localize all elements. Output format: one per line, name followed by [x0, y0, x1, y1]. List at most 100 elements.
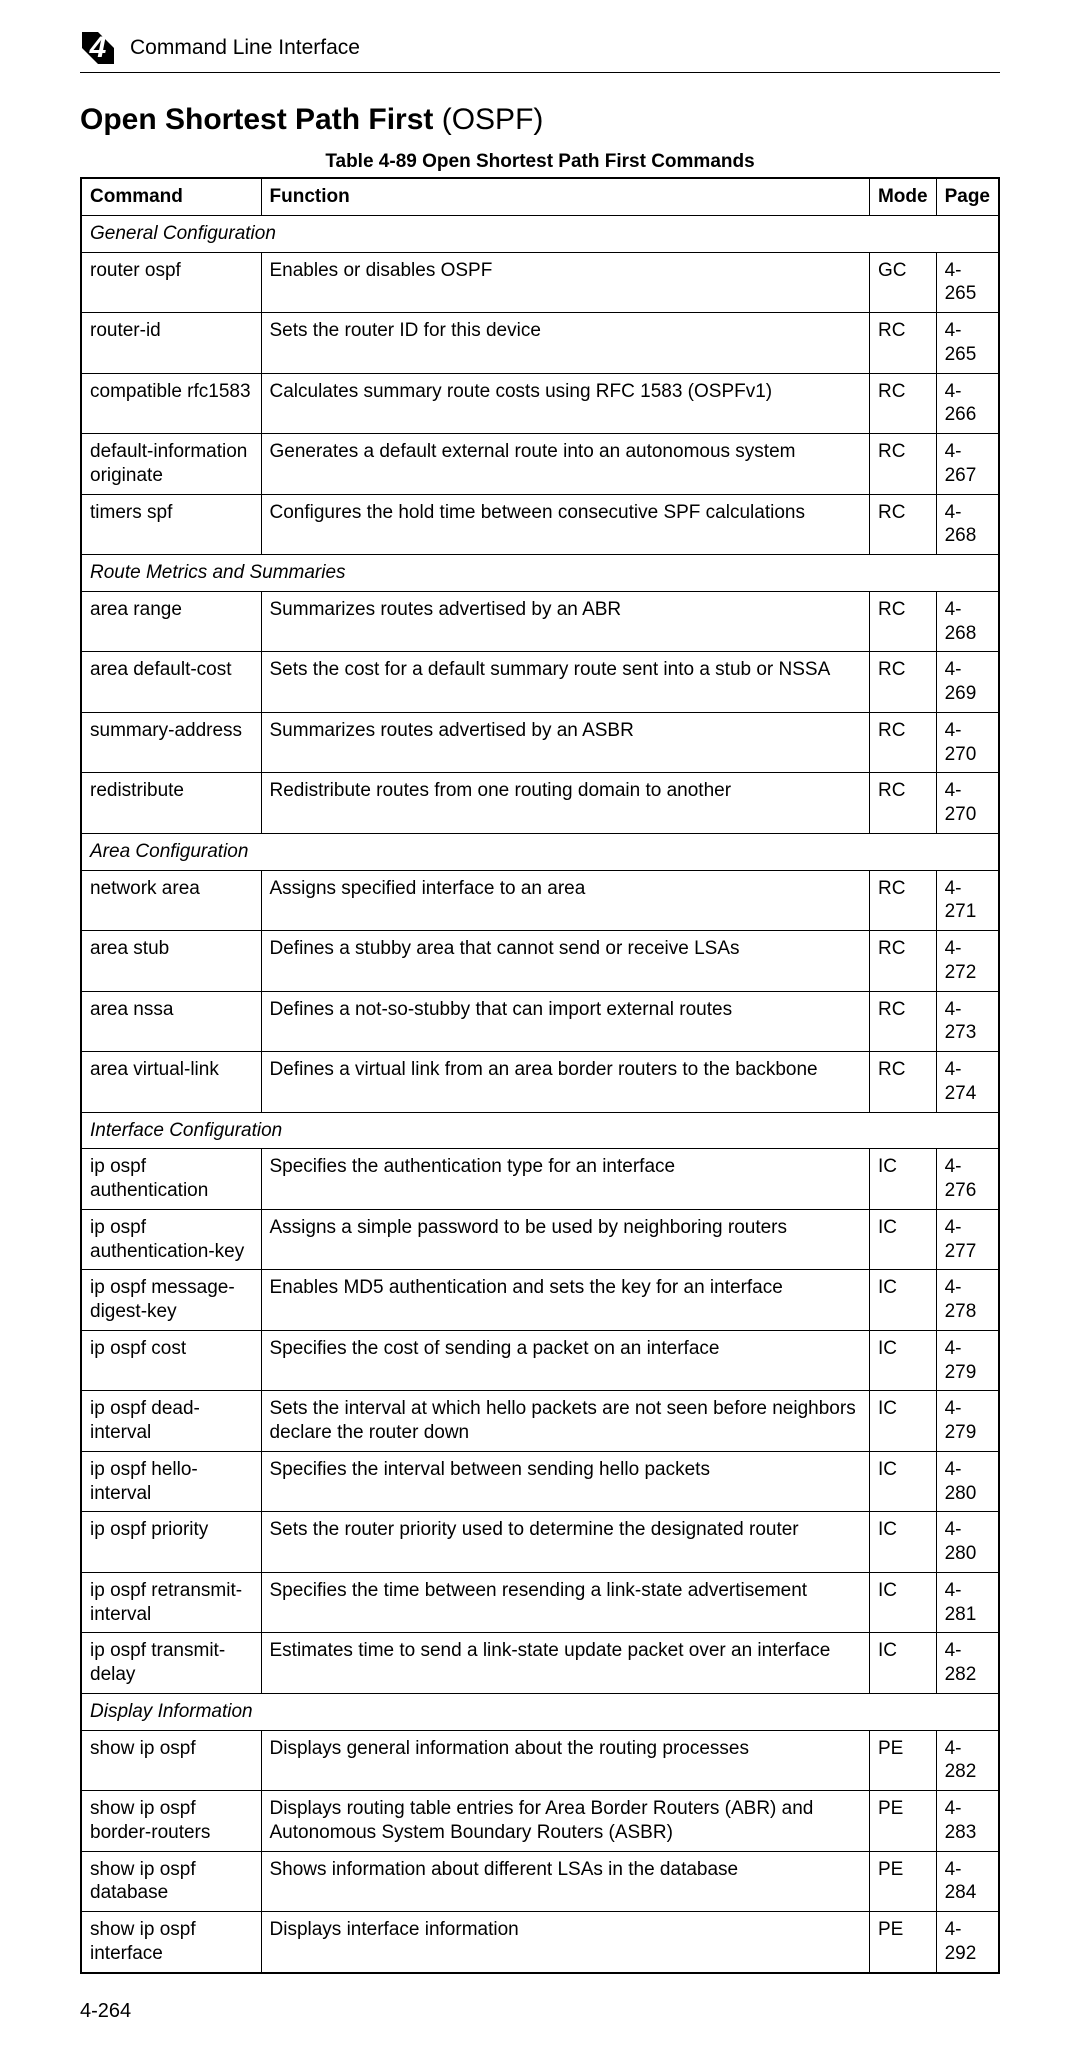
cell-page: 4-269 [936, 652, 999, 713]
cell-mode: PE [869, 1791, 936, 1852]
cell-cmd: compatible rfc1583 [81, 373, 261, 434]
cell-cmd: ip ospf authentication-key [81, 1209, 261, 1270]
cell-mode: RC [869, 652, 936, 713]
cell-fn: Sets the cost for a default summary rout… [261, 652, 869, 713]
table-row: compatible rfc1583Calculates summary rou… [81, 373, 999, 434]
cell-mode: RC [869, 870, 936, 931]
section-row: Interface Configuration [81, 1112, 999, 1149]
cell-page: 4-280 [936, 1451, 999, 1512]
cell-page: 4-268 [936, 591, 999, 652]
cell-cmd: ip ospf authentication [81, 1149, 261, 1210]
cell-cmd: ip ospf transmit-delay [81, 1633, 261, 1694]
cell-mode: RC [869, 773, 936, 834]
title-paren: (OSPF) [433, 103, 543, 136]
cell-fn: Defines a not-so-stubby that can import … [261, 991, 869, 1052]
table-row: ip ospf prioritySets the router priority… [81, 1512, 999, 1573]
section-row: Area Configuration [81, 833, 999, 870]
cell-cmd: show ip ospf [81, 1730, 261, 1791]
cell-page: 4-282 [936, 1730, 999, 1791]
cell-mode: RC [869, 712, 936, 773]
cell-mode: RC [869, 434, 936, 495]
table-row: ip ospf hello-intervalSpecifies the inte… [81, 1451, 999, 1512]
cell-cmd: show ip ospf interface [81, 1912, 261, 1973]
svg-text:4: 4 [89, 31, 107, 64]
cell-page: 4-282 [936, 1633, 999, 1694]
cell-cmd: timers spf [81, 494, 261, 555]
cell-page: 4-267 [936, 434, 999, 495]
cell-mode: IC [869, 1330, 936, 1391]
table-row: ip ospf authenticationSpecifies the auth… [81, 1149, 999, 1210]
cell-mode: GC [869, 252, 936, 313]
cell-cmd: ip ospf hello-interval [81, 1451, 261, 1512]
cell-page: 4-280 [936, 1512, 999, 1573]
cell-mode: RC [869, 991, 936, 1052]
cell-mode: IC [869, 1391, 936, 1452]
page-title: Open Shortest Path First (OSPF) [80, 103, 1000, 137]
cell-fn: Enables or disables OSPF [261, 252, 869, 313]
cell-fn: Displays general information about the r… [261, 1730, 869, 1791]
cell-page: 4-279 [936, 1330, 999, 1391]
cell-cmd: redistribute [81, 773, 261, 834]
cell-cmd: area default-cost [81, 652, 261, 713]
cell-fn: Estimates time to send a link-state upda… [261, 1633, 869, 1694]
cell-page: 4-265 [936, 252, 999, 313]
cell-cmd: ip ospf message-digest-key [81, 1270, 261, 1331]
table-row: ip ospf authentication-keyAssigns a simp… [81, 1209, 999, 1270]
table-row: area default-costSets the cost for a def… [81, 652, 999, 713]
section-row: General Configuration [81, 215, 999, 252]
table-row: ip ospf costSpecifies the cost of sendin… [81, 1330, 999, 1391]
cell-fn: Summarizes routes advertised by an ABR [261, 591, 869, 652]
page-number: 4-264 [80, 2000, 1000, 2023]
table-row: ip ospf dead-intervalSets the interval a… [81, 1391, 999, 1452]
cell-page: 4-270 [936, 773, 999, 834]
table-row: router-idSets the router ID for this dev… [81, 313, 999, 374]
cell-fn: Specifies the interval between sending h… [261, 1451, 869, 1512]
cell-cmd: show ip ospf border-routers [81, 1791, 261, 1852]
cell-fn: Enables MD5 authentication and sets the … [261, 1270, 869, 1331]
cell-cmd: area range [81, 591, 261, 652]
cell-fn: Sets the interval at which hello packets… [261, 1391, 869, 1452]
cell-page: 4-266 [936, 373, 999, 434]
cell-mode: IC [869, 1209, 936, 1270]
cell-cmd: area nssa [81, 991, 261, 1052]
table-row: show ip ospf interfaceDisplays interface… [81, 1912, 999, 1973]
cell-page: 4-284 [936, 1851, 999, 1912]
section-row: Route Metrics and Summaries [81, 555, 999, 592]
table-row: redistributeRedistribute routes from one… [81, 773, 999, 834]
section-label: Route Metrics and Summaries [81, 555, 999, 592]
table-row: ip ospf transmit-delayEstimates time to … [81, 1633, 999, 1694]
page-header: 4 Command Line Interface [80, 30, 1000, 73]
cell-page: 4-268 [936, 494, 999, 555]
cell-mode: RC [869, 313, 936, 374]
cell-cmd: ip ospf priority [81, 1512, 261, 1573]
cell-mode: IC [869, 1451, 936, 1512]
table-row: area rangeSummarizes routes advertised b… [81, 591, 999, 652]
section-row: Display Information [81, 1693, 999, 1730]
cell-fn: Summarizes routes advertised by an ASBR [261, 712, 869, 773]
cell-cmd: ip ospf dead-interval [81, 1391, 261, 1452]
commands-table: Command Function Mode Page General Confi… [80, 177, 1000, 1974]
cell-page: 4-277 [936, 1209, 999, 1270]
table-row: network areaAssigns specified interface … [81, 870, 999, 931]
cell-page: 4-279 [936, 1391, 999, 1452]
table-row: router ospfEnables or disables OSPFGC4-2… [81, 252, 999, 313]
table-row: area stubDefines a stubby area that cann… [81, 931, 999, 992]
section-label: Display Information [81, 1693, 999, 1730]
cell-fn: Assigns a simple password to be used by … [261, 1209, 869, 1270]
cell-cmd: network area [81, 870, 261, 931]
cell-fn: Sets the router ID for this device [261, 313, 869, 374]
cell-mode: IC [869, 1270, 936, 1331]
table-row: default-information originateGenerates a… [81, 434, 999, 495]
cell-page: 4-271 [936, 870, 999, 931]
cell-cmd: area stub [81, 931, 261, 992]
cell-mode: RC [869, 591, 936, 652]
cell-fn: Calculates summary route costs using RFC… [261, 373, 869, 434]
cell-fn: Specifies the time between resending a l… [261, 1572, 869, 1633]
cell-fn: Sets the router priority used to determi… [261, 1512, 869, 1573]
cell-mode: RC [869, 1052, 936, 1113]
table-row: ip ospf retransmit-intervalSpecifies the… [81, 1572, 999, 1633]
cell-cmd: ip ospf cost [81, 1330, 261, 1391]
table-row: show ip ospf border-routersDisplays rout… [81, 1791, 999, 1852]
cell-cmd: ip ospf retransmit-interval [81, 1572, 261, 1633]
table-row: show ip ospfDisplays general information… [81, 1730, 999, 1791]
